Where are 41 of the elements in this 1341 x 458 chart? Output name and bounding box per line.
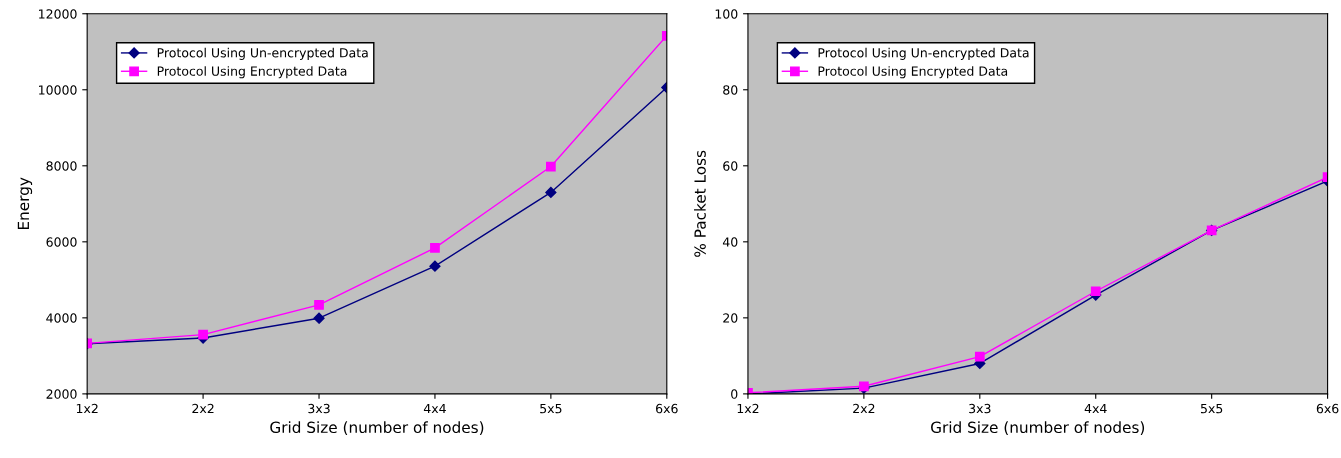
legend-label: Protocol Using Un-encrypted Data (818, 47, 1029, 60)
y-axis-title: % Packet Loss (694, 150, 706, 257)
y-tick-label: 100 (715, 9, 738, 19)
x-tick-label: 3x3 (969, 403, 991, 414)
x-tick-label: 3x3 (308, 403, 330, 414)
x-tick-label: 5x5 (540, 403, 562, 414)
x-tick-label: 2x2 (192, 403, 214, 414)
x-axis-title: Grid Size (number of nodes) (931, 421, 1145, 435)
x-tick-label: 5x5 (1200, 403, 1223, 414)
point (546, 161, 556, 172)
point (545, 186, 557, 199)
y-axis-title: Energy (17, 177, 33, 230)
y-tick-label: 0 (731, 389, 738, 399)
point (974, 351, 985, 362)
y-tick-label: 8000 (46, 161, 77, 171)
x-tick-label: 4x4 (423, 403, 446, 414)
y-tick-label: 4000 (46, 313, 77, 323)
x-tick-label: 1x2 (76, 403, 98, 414)
point (314, 300, 324, 310)
point (198, 329, 208, 340)
y-tick-label: 20 (723, 313, 738, 323)
y-tick-label: 60 (723, 161, 738, 171)
x-tick-label: 6x6 (1316, 403, 1339, 414)
x-tick-label: 6x6 (656, 403, 678, 414)
x-tick-label: 1x2 (737, 403, 759, 414)
legend-label: Protocol Using Encrypted Data (818, 66, 1008, 79)
x-tick-label: 2x2 (853, 403, 875, 414)
x-tick-label: 4x4 (1084, 403, 1107, 414)
point (313, 312, 325, 324)
y-tick-label: 6000 (46, 237, 77, 247)
point (430, 243, 440, 253)
point (1090, 286, 1101, 297)
legend-label: Protocol Using Un-encrypted Data (157, 47, 368, 60)
legend-label: Protocol Using Encrypted Data (157, 66, 347, 79)
x-axis-title: Grid Size (number of nodes) (270, 421, 484, 435)
y-tick-label: 12000 (39, 9, 77, 19)
y-tick-label: 2000 (46, 389, 77, 399)
y-tick-label: 80 (723, 85, 738, 95)
y-tick-label: 10000 (39, 85, 77, 95)
point (429, 260, 441, 272)
y-tick-label: 40 (722, 237, 738, 247)
